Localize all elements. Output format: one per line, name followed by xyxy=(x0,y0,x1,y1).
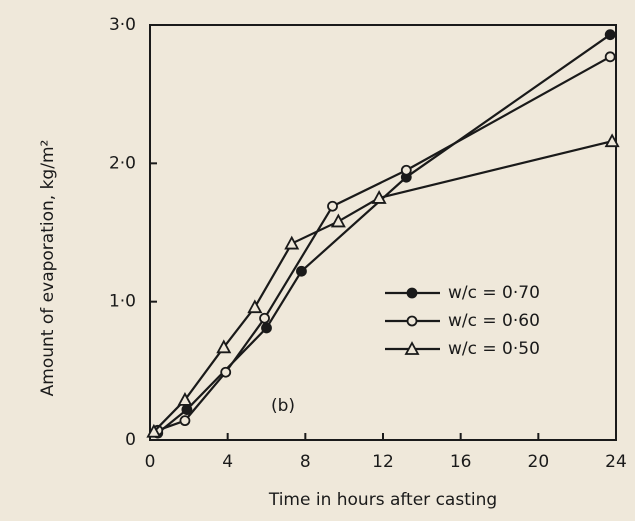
x-tick-label: 8 xyxy=(300,452,311,472)
legend-label: w/c = 0·60 xyxy=(448,311,540,331)
x-tick-label: 24 xyxy=(605,452,627,472)
y-axis-title: Amount of evaporation, kg/m² xyxy=(38,140,58,397)
x-tick-label: 16 xyxy=(450,452,472,472)
legend-marker xyxy=(406,315,418,327)
legend-marker xyxy=(404,341,420,355)
legend-label: w/c = 0·70 xyxy=(448,283,540,303)
data-point xyxy=(179,415,191,427)
x-tick-label: 12 xyxy=(372,452,394,472)
annotation: (b) xyxy=(271,396,295,416)
data-point xyxy=(604,29,616,41)
y-tick-label: 1·0 xyxy=(109,292,136,312)
series-line xyxy=(157,33,611,434)
data-point xyxy=(177,392,193,406)
y-tick-label: 3·0 xyxy=(109,15,136,35)
x-tick-label: 4 xyxy=(222,452,233,472)
data-point xyxy=(327,200,338,212)
series-line xyxy=(153,140,613,433)
data-point xyxy=(216,339,232,354)
data-point xyxy=(330,213,346,228)
data-point xyxy=(371,190,387,204)
data-point xyxy=(247,299,263,314)
data-point xyxy=(146,423,162,438)
data-point xyxy=(604,133,620,148)
data-point xyxy=(181,404,193,415)
x-tick-label: 0 xyxy=(145,452,156,472)
data-point xyxy=(284,235,300,250)
data-point xyxy=(604,51,616,63)
data-point xyxy=(261,322,272,334)
x-tick-label: 20 xyxy=(528,452,550,472)
data-point xyxy=(296,265,307,277)
legend-marker xyxy=(406,287,418,299)
data-point xyxy=(259,312,270,324)
y-tick-label: 2·0 xyxy=(109,153,136,173)
data-point xyxy=(220,366,232,378)
y-tick-label: 0 xyxy=(125,430,136,450)
data-point xyxy=(400,164,412,176)
x-axis-title: Time in hours after casting xyxy=(268,490,497,510)
legend-label: w/c = 0·50 xyxy=(448,339,540,359)
